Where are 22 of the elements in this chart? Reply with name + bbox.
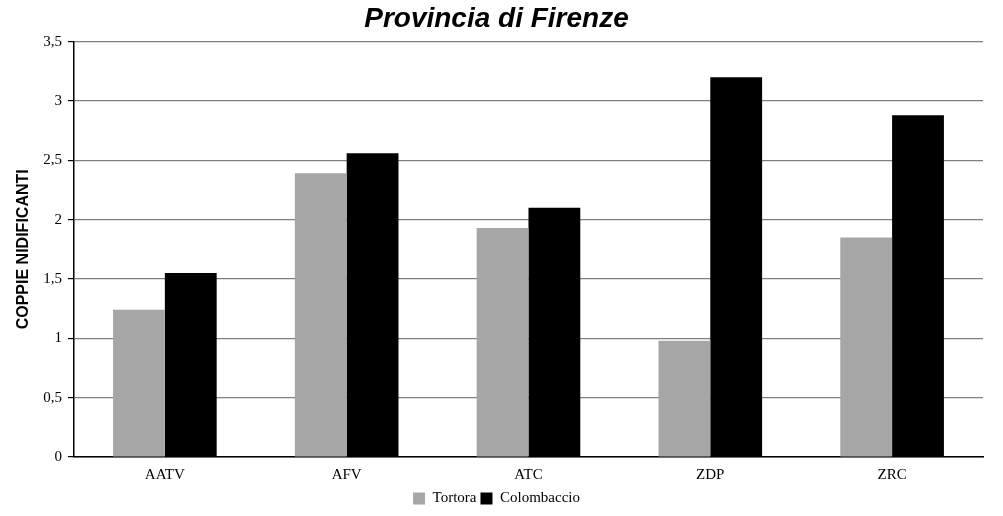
x-tick-label: ZRC: [877, 465, 907, 482]
y-tick-label: 2,5: [43, 151, 62, 168]
y-axis-title: COPPIE NIDIFICANTI: [14, 169, 32, 330]
y-tick-label: 2: [54, 210, 62, 227]
bar: [840, 237, 893, 457]
legend-label: Tortora: [432, 489, 477, 506]
y-tick-label: 1: [54, 329, 62, 346]
x-tick-label: AFV: [331, 465, 362, 482]
y-tick-label: 1,5: [43, 269, 62, 286]
y-tick-label: 3,5: [43, 32, 62, 49]
bar: [476, 227, 529, 457]
bar: [113, 309, 165, 457]
y-tick-label: 3: [54, 91, 62, 108]
x-tick-label: ZDP: [696, 465, 725, 482]
y-tick-label: 0,5: [43, 388, 62, 405]
legend-label: Colombaccio: [499, 489, 580, 506]
chart-title: Provincia di Firenze: [364, 1, 629, 33]
bar: [294, 173, 347, 457]
bar: [658, 340, 711, 457]
y-tick-label: 0: [54, 447, 62, 464]
x-tick-label: AATV: [144, 465, 186, 482]
x-tick-label: ATC: [514, 465, 543, 482]
